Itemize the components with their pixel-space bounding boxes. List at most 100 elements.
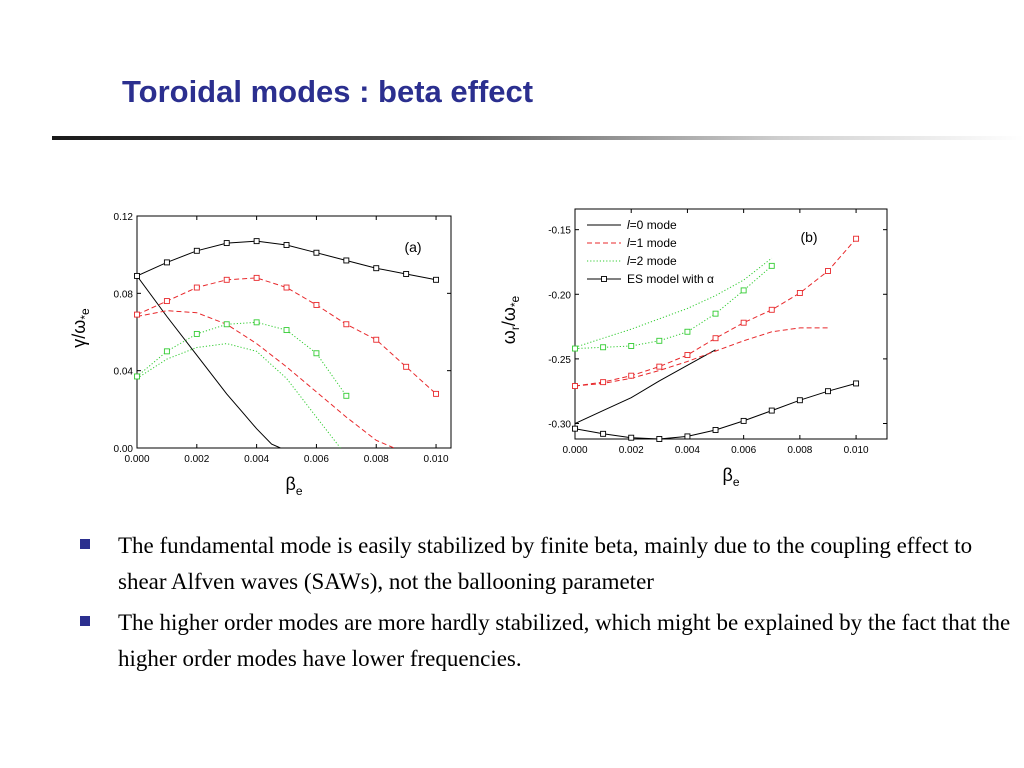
series-line-4 [575,238,857,387]
data-point [223,276,230,283]
data-point [223,240,230,247]
data-point [193,284,200,291]
data-point [373,336,380,343]
data-point [373,265,380,272]
data-point [163,348,170,355]
legend-label-rest: =1 mode [630,236,677,250]
series-line-1 [575,327,828,387]
data-point [825,388,831,395]
data-point [572,383,578,389]
x-tick-label: 0.010 [844,445,869,456]
x-axis-label-symbol: β [722,465,732,485]
data-point [684,328,691,335]
series-line-5 [137,321,347,397]
data-point [796,290,803,296]
data-point [134,373,140,380]
data-point [343,257,350,264]
bullet-text: The higher order modes are more hardly s… [118,610,1011,671]
bullet-text: The fundamental mode is easily stabilize… [118,533,973,594]
y-tick-label: -0.30 [548,419,571,430]
y-axis-label-sub: r [508,326,522,330]
series-line-2 [137,343,341,448]
chart-panel-b: 0.000 0.002 0.004 0.006 0.008 0.010 -0.15 -0.20… [499,208,888,489]
data-point [253,238,260,245]
x-tick-label: 0.010 [424,454,449,465]
y-axis-label: γ/ω*e [69,308,92,348]
data-point [740,319,747,326]
x-axis-label: βe [285,474,302,498]
legend-label-prefix: ES model with [627,272,707,286]
title-divider [52,136,1024,140]
legend-label-prefix: l [627,236,630,250]
data-point [825,268,831,274]
y-axis-label-sub: *e [78,308,92,320]
data-point [433,390,439,397]
y-axis-label-sub: *e [508,295,522,307]
x-tick-label: 0.008 [787,445,812,456]
series-line-4 [137,277,437,395]
data-point [283,284,290,291]
data-point [572,345,578,352]
legend-label: l=2 mode [627,254,677,268]
x-tick-label: 0.008 [364,454,389,465]
y-tick-label: -0.20 [548,290,571,301]
x-tick-label: 0.004 [244,454,269,465]
data-point [768,306,775,313]
data-point [712,335,719,342]
data-point [223,321,230,328]
data-point [163,298,170,305]
data-point [313,350,320,357]
data-point [253,319,260,326]
data-point [628,343,635,349]
data-point [600,430,607,437]
data-point [600,379,607,386]
legend-label: l=1 mode [627,236,677,250]
data-point [712,427,719,433]
data-point [343,321,350,328]
data-point [853,235,860,242]
legend-label: l=0 mode [627,218,677,232]
data-point [628,434,635,441]
series-line-2 [575,257,773,348]
data-point [253,274,260,281]
data-point [600,344,607,351]
data-point [134,272,140,279]
legend-label-prefix: l [627,254,630,268]
data-point [134,311,140,318]
y-tick-label: 0.12 [114,212,134,223]
charts-area: 0.000 0.002 0.004 0.006 0.008 0.010 0.00 0.04 0.… [69,208,888,498]
data-point [163,259,170,266]
data-point [403,363,410,370]
data-point [313,249,320,256]
y-axis-label: ωr/ω*e [499,295,522,344]
data-point [740,287,747,294]
series-line-0 [137,275,281,448]
y-tick-label: 0.00 [114,444,134,455]
x-tick-label: 0.006 [304,454,329,465]
legend-label-rest: =2 mode [630,254,677,268]
data-point [740,417,747,424]
data-point [628,372,635,379]
plot-frame [574,208,888,440]
x-tick-label: 0.002 [619,445,644,456]
square-bullet-icon [80,539,90,549]
data-point [343,392,350,399]
data-point [656,363,663,370]
data-point [684,352,691,358]
y-axis-label-part: ω [499,330,519,344]
data-point [656,337,663,344]
square-bullet-icon [80,616,90,626]
data-point [433,276,439,283]
y-axis-label-part: γ/ω [69,320,89,348]
y-tick-label: -0.15 [548,226,571,237]
x-tick-label: 0.006 [731,445,756,456]
x-axis-label-subscript: e [733,475,740,489]
y-tick-label: -0.25 [548,355,571,366]
y-tick-label: 0.08 [114,289,134,300]
data-point [313,301,320,308]
data-point [283,327,290,334]
x-axis-label-symbol: β [285,474,295,494]
x-tick-label: 0.000 [562,445,587,456]
legend-label-prefix: l [627,218,630,232]
data-point [684,433,691,440]
